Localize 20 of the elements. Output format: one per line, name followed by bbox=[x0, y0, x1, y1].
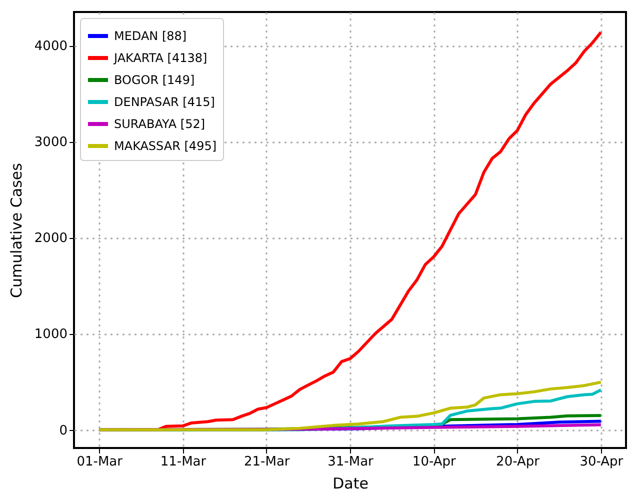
x-tick-label: 20-Apr bbox=[496, 454, 540, 470]
y-tick-label: 1000 bbox=[34, 327, 68, 342]
y-tick-label: 2000 bbox=[34, 231, 68, 246]
legend-label: SURABAYA [52] bbox=[114, 117, 206, 131]
x-tick-label: 31-Mar bbox=[328, 454, 374, 470]
x-tick-label: 11-Mar bbox=[160, 454, 207, 470]
x-tick-label: 10-Apr bbox=[412, 454, 457, 470]
legend-label: BOGOR [149] bbox=[114, 73, 195, 87]
y-tick-label: 4000 bbox=[34, 39, 68, 54]
x-axis-title: Date bbox=[332, 474, 368, 492]
legend-label: JAKARTA [4138] bbox=[113, 51, 208, 65]
y-axis-title: Cumulative Cases bbox=[7, 162, 26, 298]
x-tick-label: 21-Mar bbox=[244, 454, 290, 470]
y-tick-label: 0 bbox=[59, 423, 68, 438]
legend-label: MEDAN [88] bbox=[114, 29, 187, 43]
legend-label: MAKASSAR [495] bbox=[114, 139, 217, 153]
x-tick-label: 30-Apr bbox=[580, 454, 624, 470]
x-tick-label: 01-Mar bbox=[76, 454, 124, 470]
y-tick-label: 3000 bbox=[34, 135, 68, 150]
legend-label: DENPASAR [415] bbox=[114, 95, 215, 109]
